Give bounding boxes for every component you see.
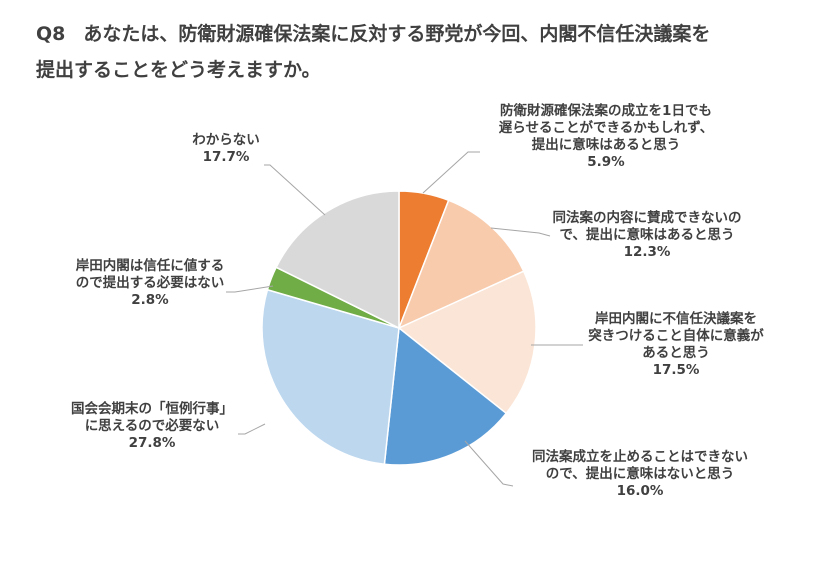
data-label-text: 岸田内閣に不信任決議案を	[595, 310, 757, 327]
data-label-text: 遅らせることができるかもしれず、	[499, 119, 714, 136]
leader-line-2	[490, 227, 551, 237]
question-number: Q8	[36, 23, 66, 45]
question-title: Q8 あなたは、防衛財源確保法案に反対する野党が今回、内閣不信任決議案を 提出する…	[36, 16, 806, 88]
leader-line-7	[264, 164, 326, 216]
data-label-text: に思えるので必要ない	[85, 417, 220, 434]
leader-line-5	[238, 423, 266, 435]
data-label-value: 27.8%	[129, 435, 176, 451]
data-label-1: 防衛財源確保法案の成立を1日でも遅らせることができるかもしれず、提出に意味はある…	[499, 102, 714, 170]
data-label-3: 岸田内閣に不信任決議案を突きつけること自体に意義があると思う 17.5%	[588, 310, 764, 378]
pie-slice-4	[383, 326, 508, 466]
data-label-2: 同法案の内容に賛成できないので、提出に意味はあると思う 12.3%	[553, 209, 742, 260]
data-label-text: 岸田内閣は信任に値する	[76, 257, 225, 274]
data-label-value: 2.8%	[131, 292, 169, 308]
data-label-5: 国会会期末の「恒例行事」に思えるので必要ない 27.8%	[71, 400, 233, 451]
pie-slice-5	[261, 288, 400, 466]
data-label-text: 防衛財源確保法案の成立を1日でも	[500, 102, 712, 119]
data-label-text: 同法案の内容に賛成できないの	[553, 209, 742, 226]
data-label-7: わからない 17.7%	[192, 132, 260, 165]
data-label-text: 提出に意味はあると思う	[532, 136, 681, 153]
data-label-text: 国会会期末の「恒例行事」	[71, 400, 233, 417]
data-label-value: 5.9%	[587, 154, 625, 170]
data-label-text: 同法案成立を止めることはできない	[532, 448, 748, 465]
data-label-value: 12.3%	[624, 244, 671, 260]
leader-line-1	[422, 151, 480, 194]
data-label-value: 17.5%	[653, 362, 700, 378]
question-text-line1: あなたは、防衛財源確保法案に反対する野党が今回、内閣不信任決議案を	[83, 23, 711, 45]
data-label-text: ので提出する必要はない	[76, 274, 225, 291]
question-text-line2: 提出することをどう考えますか。	[36, 59, 321, 81]
data-label-text: わからない	[192, 132, 260, 148]
leader-line-6	[226, 285, 274, 293]
data-label-value: 16.0%	[617, 483, 664, 499]
data-label-4: 同法案成立を止めることはできないので、提出に意味はないと思う 16.0%	[532, 448, 748, 499]
data-label-text: あると思う	[642, 345, 710, 361]
data-label-6: 岸田内閣は信任に値するので提出する必要はない 2.8%	[76, 257, 225, 308]
leader-line-4	[464, 440, 514, 487]
data-label-text: 突きつけること自体に意義が	[588, 327, 764, 344]
data-label-text: ので、提出に意味はないと思う	[546, 465, 734, 482]
data-label-text: で、提出に意味はあると思う	[560, 226, 735, 243]
pie-slice-7	[275, 190, 400, 330]
data-label-value: 17.7%	[203, 149, 250, 165]
